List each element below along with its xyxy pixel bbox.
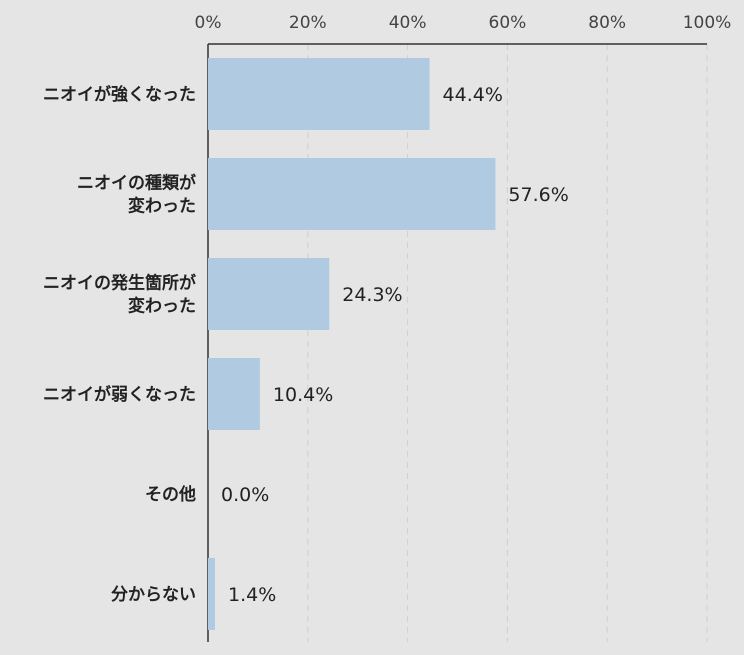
category-label: ニオイが弱くなった bbox=[43, 384, 196, 405]
category-label: 分からない bbox=[111, 585, 196, 605]
bar bbox=[208, 558, 215, 630]
data-label: 24.3% bbox=[342, 284, 402, 306]
bar bbox=[208, 358, 260, 430]
x-tick-label: 0% bbox=[195, 13, 222, 33]
bar bbox=[208, 58, 430, 130]
data-label: 10.4% bbox=[273, 384, 333, 406]
category-label: その他 bbox=[145, 484, 196, 505]
data-label: 0.0% bbox=[221, 484, 269, 506]
bar bbox=[208, 258, 330, 330]
x-tick-label: 100% bbox=[683, 13, 732, 33]
data-label: 57.6% bbox=[508, 184, 568, 206]
data-label: 44.4% bbox=[443, 84, 503, 106]
x-tick-label: 20% bbox=[289, 13, 327, 33]
x-tick-label: 80% bbox=[588, 13, 626, 33]
category-label: ニオイの種類が bbox=[77, 173, 196, 194]
bar bbox=[208, 158, 496, 230]
category-label: ニオイが強くなった bbox=[43, 84, 196, 105]
category-label: ニオイの発生箇所が bbox=[43, 273, 196, 294]
category-label: 変わった bbox=[128, 196, 196, 217]
x-tick-label: 60% bbox=[489, 13, 527, 33]
data-label: 1.4% bbox=[228, 584, 276, 606]
x-tick-label: 40% bbox=[389, 13, 427, 33]
category-label: 変わった bbox=[128, 296, 196, 317]
